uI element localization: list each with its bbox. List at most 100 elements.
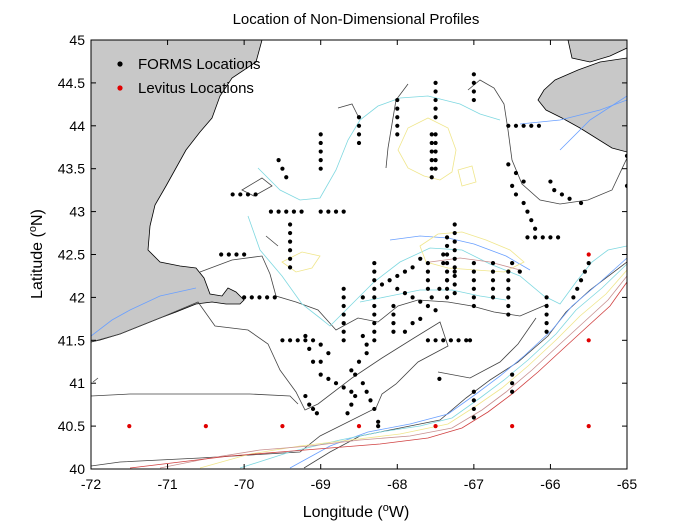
forms-location-point [349, 368, 354, 373]
forms-location-point [364, 342, 369, 347]
forms-location-point [506, 312, 511, 317]
forms-location-point [444, 286, 450, 291]
forms-location-point [429, 166, 434, 171]
y-tick-label: 42 [69, 289, 85, 305]
forms-location-point [575, 286, 580, 291]
levitus-location-point [203, 424, 208, 429]
forms-location-point [287, 265, 293, 270]
forms-location-point [303, 333, 308, 339]
forms-location-point [544, 321, 549, 326]
x-tick-label: -67 [464, 476, 484, 492]
forms-location-point [395, 286, 400, 291]
forms-location-point [353, 393, 358, 399]
y-tick-label: 44 [69, 118, 85, 134]
forms-location-point [310, 406, 316, 412]
forms-location-point [513, 123, 519, 128]
forms-location-point [372, 303, 377, 309]
forms-location-point [433, 166, 438, 171]
x-axis-title: Longitude (oW) [303, 502, 410, 521]
forms-location-point [433, 132, 438, 137]
forms-location-point [276, 158, 281, 163]
forms-location-point [310, 359, 316, 364]
forms-location-point [372, 269, 377, 274]
forms-location-point [510, 381, 515, 386]
forms-location-point [506, 295, 511, 300]
forms-location-point [624, 153, 627, 158]
forms-location-point [437, 286, 442, 291]
legend-label-levitus: Levitus Locations [138, 80, 254, 97]
forms-location-point [444, 260, 450, 266]
forms-location-point [257, 295, 262, 300]
levitus-location-point [280, 424, 285, 429]
forms-location-point [529, 123, 534, 128]
forms-location-point [456, 338, 461, 343]
ticks-layer: -72 -71 -70 -69 -68 -67 -66 -65 40 40.5 41 41.5 42 42… [58, 32, 638, 492]
forms-location-point [272, 295, 277, 300]
forms-location-point [341, 286, 346, 291]
forms-location-point [444, 235, 450, 240]
forms-location-point [376, 424, 381, 429]
forms-location-point [333, 381, 339, 386]
forms-location-point [391, 312, 396, 317]
forms-location-point [284, 209, 289, 214]
forms-location-point [490, 260, 496, 266]
forms-location-point [452, 256, 457, 261]
forms-location-point [544, 295, 549, 300]
forms-location-point [425, 278, 431, 283]
forms-location-point [521, 123, 526, 128]
legend-marker-forms [117, 61, 123, 67]
forms-location-point [471, 303, 476, 309]
forms-location-point [318, 158, 323, 163]
forms-location-point [253, 192, 258, 197]
forms-location-point [441, 338, 446, 343]
forms-location-point [318, 140, 323, 146]
forms-location-point [425, 260, 431, 266]
forms-location-point [471, 286, 476, 291]
forms-location-point [284, 175, 289, 180]
forms-location-point [471, 295, 476, 300]
forms-location-point [506, 269, 511, 274]
forms-location-point [425, 286, 431, 291]
forms-location-point [433, 140, 438, 146]
land-nova-scotia-north [567, 40, 627, 63]
forms-location-point [490, 278, 496, 283]
forms-location-point [444, 278, 450, 283]
forms-location-point [299, 209, 304, 214]
forms-location-point [402, 329, 408, 334]
forms-location-point [287, 248, 293, 253]
forms-location-point [280, 338, 285, 343]
forms-location-point [418, 316, 423, 321]
y-tick-label: 43 [69, 204, 85, 220]
forms-location-point [467, 338, 473, 343]
forms-location-point [471, 406, 476, 412]
forms-location-point [452, 239, 457, 244]
forms-location-point [448, 338, 453, 343]
forms-location-point [280, 166, 285, 171]
forms-location-point [433, 89, 438, 94]
forms-location-point [395, 97, 400, 103]
forms-location-point [341, 385, 346, 390]
y-tick-label: 40 [69, 461, 85, 477]
forms-location-point [291, 209, 297, 214]
forms-location-point [238, 192, 243, 197]
forms-location-point [276, 209, 281, 214]
forms-location-point [226, 252, 231, 257]
forms-location-point [307, 346, 312, 351]
forms-location-point [249, 295, 254, 300]
forms-location-point [433, 115, 438, 120]
forms-location-point [624, 183, 627, 188]
forms-location-point [578, 278, 584, 283]
forms-location-point [582, 269, 587, 274]
forms-location-point [425, 303, 431, 309]
forms-location-point [510, 183, 515, 188]
forms-location-point [506, 278, 511, 283]
forms-location-point [333, 209, 339, 214]
forms-location-point [464, 338, 469, 343]
forms-location-point [452, 269, 457, 274]
forms-location-point [429, 149, 434, 154]
forms-location-point [219, 252, 224, 257]
forms-location-point [287, 256, 293, 261]
forms-location-point [571, 295, 576, 300]
forms-location-point [287, 222, 293, 227]
